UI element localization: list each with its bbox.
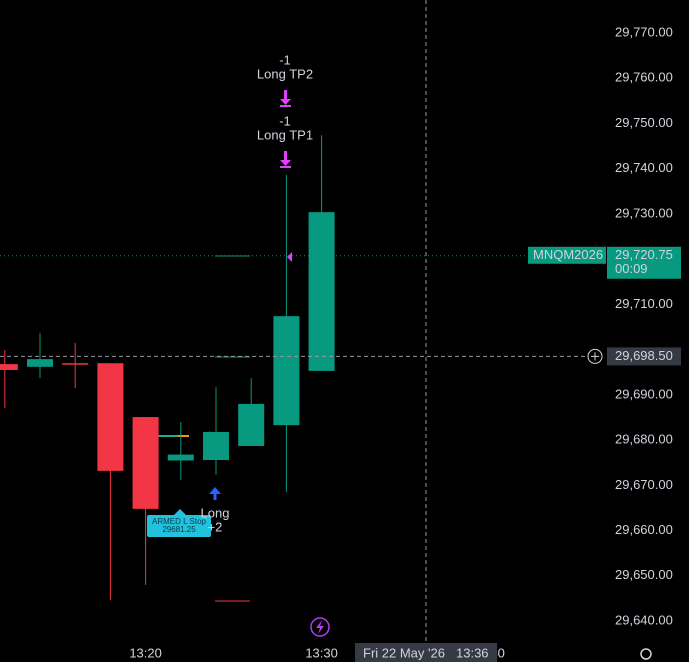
candle-body: [27, 359, 53, 367]
candle-body: [62, 363, 89, 365]
y-tick-label: 29,760.00: [615, 70, 673, 85]
candle-body: [167, 454, 194, 461]
y-tick-label: 29,770.00: [615, 24, 673, 39]
candle-body: [132, 417, 159, 509]
y-tick-label: 29,640.00: [615, 612, 673, 627]
settings-icon[interactable]: [640, 648, 652, 660]
y-tick-label: 29,740.00: [615, 160, 673, 175]
countdown: 00:09: [615, 261, 648, 276]
long-arrow: [209, 487, 221, 500]
y-tick-label: 29,650.00: [615, 567, 673, 582]
x-tick-label: 13:30: [305, 645, 338, 660]
trade-label: -1: [279, 113, 291, 128]
candle-body: [0, 364, 18, 370]
y-tick-label: 29,750.00: [615, 115, 673, 130]
candle-body: [97, 363, 124, 471]
x-tick-label: 13:20: [129, 645, 162, 660]
crosshair-time: 13:36: [456, 645, 489, 660]
add-button-plus: [591, 352, 599, 361]
trade-label: Long: [201, 505, 230, 520]
trade-label: +2: [208, 519, 223, 534]
candle-body: [203, 431, 229, 461]
stop-box-pointer: [174, 509, 186, 515]
trade-label: Long TP2: [257, 66, 313, 81]
y-tick-label: 29,730.00: [615, 205, 673, 220]
candle-body: [308, 212, 335, 371]
trade-label: Long TP1: [257, 127, 313, 142]
crosshair-date-box: [355, 643, 497, 662]
candle-body: [273, 316, 300, 426]
symbol-label: MNQM2026: [533, 247, 603, 262]
trade-label: -1: [279, 52, 291, 67]
lightning-icon: [310, 617, 330, 637]
candle-body: [238, 403, 265, 446]
last-price-box: [607, 246, 681, 279]
stop-title: ARMED L Stop: [152, 517, 206, 526]
crosshair-date: Fri 22 May '26: [363, 645, 445, 660]
y-tick-label: 29,660.00: [615, 522, 673, 537]
y-tick-label: 29,690.00: [615, 386, 673, 401]
y-tick-label: 29,670.00: [615, 477, 673, 492]
y-tick-label: 29,680.00: [615, 432, 673, 447]
crosshair-price: 29,698.50: [615, 348, 673, 363]
y-tick-label: 29,710.00: [615, 296, 673, 311]
stop-box: [147, 515, 211, 537]
last-price-label: 29,720.75: [615, 247, 673, 262]
crosshair-price-box: [607, 347, 681, 366]
stop-price: 29681.25: [162, 525, 196, 534]
symbol-box: [528, 246, 606, 264]
